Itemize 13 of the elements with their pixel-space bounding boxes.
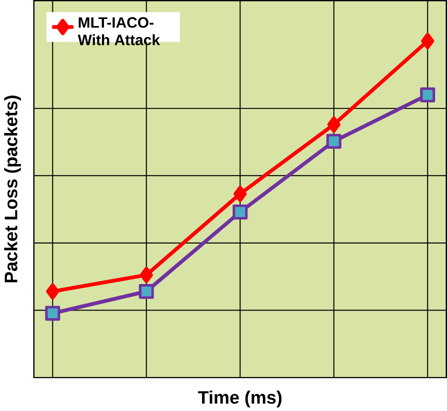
point [234, 185, 247, 202]
point [140, 266, 153, 283]
point [232, 204, 248, 220]
point [327, 116, 340, 132]
y-axis-title: Packet Loss (packets) [4, 95, 21, 282]
x-axis-title: Time (ms) [198, 390, 282, 408]
point [420, 87, 436, 102]
point [421, 32, 434, 49]
point [138, 284, 154, 299]
point [46, 283, 60, 300]
point [326, 134, 342, 149]
point [45, 306, 60, 321]
legend-label: MLT-IACO-With Attack [78, 16, 160, 45]
